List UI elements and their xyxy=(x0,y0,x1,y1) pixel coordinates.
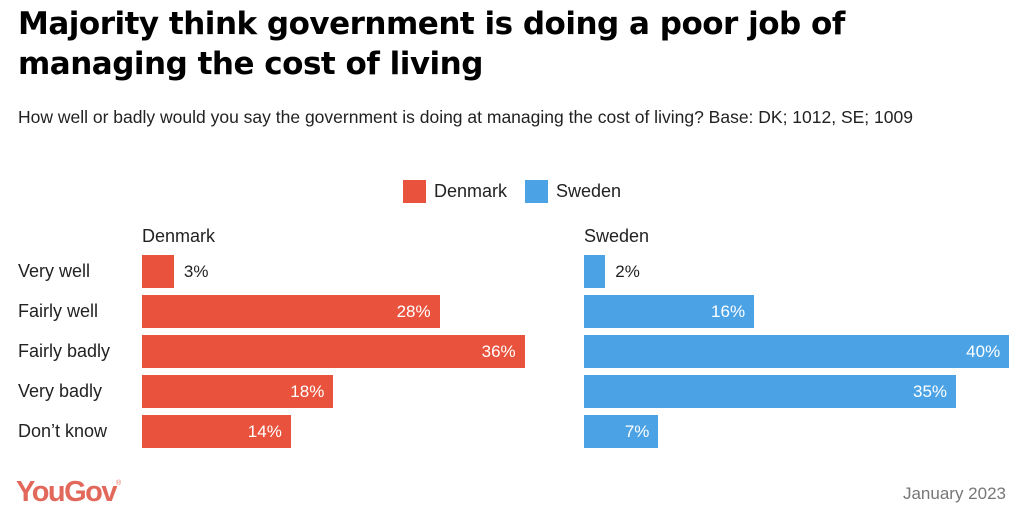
legend-swatch-sweden xyxy=(524,179,548,203)
legend-swatch-denmark xyxy=(402,179,426,203)
category-label-fairly-badly: Fairly badly xyxy=(18,341,111,361)
brand-name: YouGov xyxy=(16,476,118,508)
bar-sweden-fairly-badly xyxy=(584,335,1010,368)
data-label-sweden-don-t-know: 7% xyxy=(624,422,650,441)
data-label-denmark-very-badly: 18% xyxy=(290,382,325,401)
legend-label-denmark: Denmark xyxy=(433,180,507,201)
bar-denmark-fairly-well xyxy=(142,295,440,328)
panel-title-sweden: Sweden xyxy=(584,226,650,246)
data-label-sweden-fairly-well: 16% xyxy=(711,302,746,321)
category-label-very-badly: Very badly xyxy=(18,381,103,401)
survey-date: January 2023 xyxy=(902,484,1006,503)
bar-sweden-fairly-well xyxy=(584,295,755,328)
bar-denmark-don-t-know xyxy=(142,415,291,448)
bar-sweden-very-well xyxy=(584,255,606,288)
category-label-fairly-well: Fairly well xyxy=(18,301,99,321)
legend: Denmark Sweden xyxy=(0,178,1024,204)
data-label-denmark-fairly-well: 28% xyxy=(396,302,431,321)
data-label-sweden-very-well: 2% xyxy=(615,262,640,281)
bar-sweden-don-t-know xyxy=(584,415,659,448)
data-label-sweden-very-badly: 35% xyxy=(913,382,948,401)
bar-denmark-very-well xyxy=(142,255,174,288)
legend-item-denmark: Denmark xyxy=(402,179,507,203)
data-label-denmark-very-well: 3% xyxy=(183,262,209,281)
data-label-denmark-fairly-badly: 36% xyxy=(481,342,516,361)
legend-label-sweden: Sweden xyxy=(555,180,622,201)
category-label-don-t-know: Don’t know xyxy=(18,421,108,441)
bar-sweden-very-badly xyxy=(584,375,957,408)
panel-title-denmark: Denmark xyxy=(142,226,216,246)
yougov-logo: YouGov® xyxy=(16,476,121,509)
bar-denmark-very-badly xyxy=(142,375,334,408)
category-label-very-well: Very well xyxy=(18,261,91,281)
registered-mark: ® xyxy=(116,480,122,487)
chart-title: Majority think government is doing a poo… xyxy=(18,6,845,82)
data-label-denmark-don-t-know: 14% xyxy=(247,422,282,441)
data-label-sweden-fairly-badly: 40% xyxy=(966,342,1001,361)
bar-denmark-fairly-badly xyxy=(142,335,525,368)
legend-item-sweden: Sweden xyxy=(524,179,622,203)
chart-subtitle: How well or badly would you say the gove… xyxy=(18,107,913,127)
